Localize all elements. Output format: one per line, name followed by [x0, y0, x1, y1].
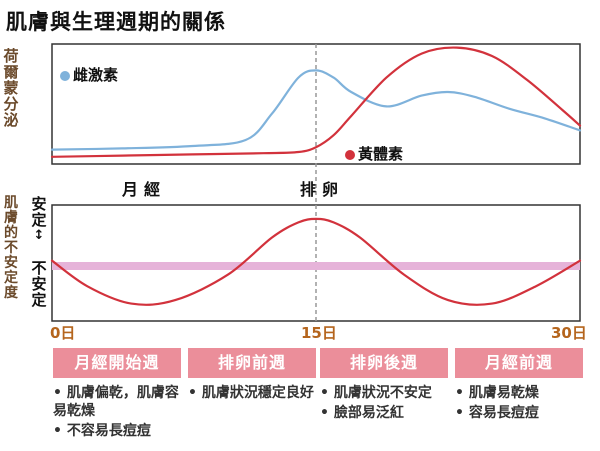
note-item: • 不容易長痘痘	[53, 423, 151, 439]
tick-day-15: 15日	[301, 324, 337, 342]
estrogen-legend: 雌激素	[60, 64, 118, 85]
estrogen-label: 雌激素	[73, 66, 119, 84]
stable-label: 安定	[31, 195, 47, 229]
phase-ovulation: 排卵	[300, 180, 345, 199]
unstable-label: 不安定	[31, 259, 47, 309]
note-item: • 肌膚狀況穩定良好	[188, 385, 314, 401]
week-box-post-ovulation: 排卵後週	[320, 348, 448, 378]
progesterone-dot-icon	[345, 149, 355, 160]
note-item: • 肌膚狀況不安定	[320, 385, 432, 401]
week-box-pre-menstruation: 月經前週	[455, 348, 583, 378]
estrogen-line	[50, 69, 582, 151]
week-box-pre-ovulation: 排卵前週	[188, 348, 316, 378]
notes-pre-ovulation: • 肌膚狀況穩定良好	[188, 384, 316, 404]
hormone-ylabel: 荷爾蒙分泌	[3, 47, 19, 129]
progesterone-legend: 黃體素	[345, 143, 403, 164]
progesterone-label: 黃體素	[358, 145, 404, 163]
phase-menstruation: 月經	[122, 180, 167, 199]
week-box-menstruation-start: 月經開始週	[53, 348, 181, 378]
tick-day-30: 30日	[551, 324, 587, 342]
note-item: • 容易長痘痘	[455, 405, 539, 421]
note-item: • 肌膚偏乾，肌膚容易乾燥	[53, 385, 179, 419]
note-item: • 肌膚易乾燥	[455, 385, 539, 401]
progesterone-line	[50, 46, 582, 158]
skin-instability-line	[50, 217, 582, 306]
skin-baseline-band	[52, 262, 580, 270]
tick-day-0: 0日	[50, 324, 76, 342]
notes-post-ovulation: • 肌膚狀況不安定 • 臉部易泛紅	[320, 384, 452, 424]
page-title: 肌膚與生理週期的關係	[6, 10, 226, 34]
note-item: • 臉部易泛紅	[320, 405, 404, 421]
notes-menstruation-start: • 肌膚偏乾，肌膚容易乾燥 • 不容易長痘痘	[53, 384, 189, 442]
notes-pre-menstruation: • 肌膚易乾燥 • 容易長痘痘	[455, 384, 595, 424]
skin-ylabel: 肌膚的不安定度	[4, 195, 18, 301]
stability-arrow-icon: ↕	[33, 228, 45, 243]
estrogen-dot-icon	[60, 70, 70, 81]
